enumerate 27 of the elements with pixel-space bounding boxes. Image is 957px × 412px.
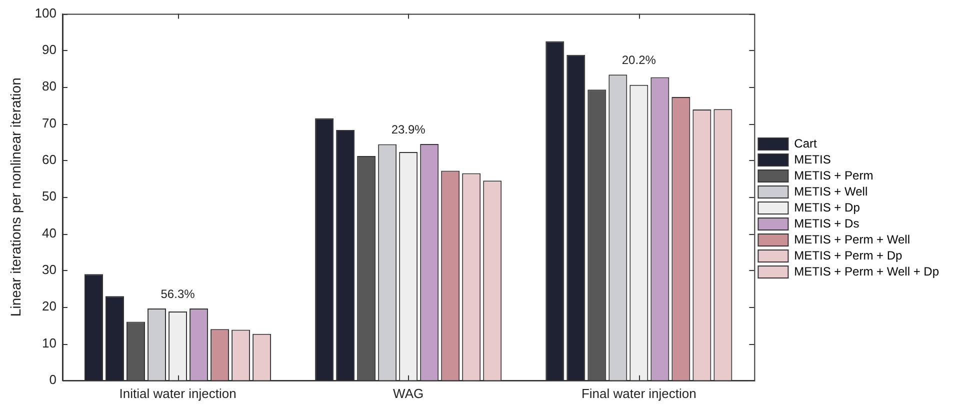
y-tick-label: 20 — [42, 298, 56, 314]
legend-label: METIS + Perm + Dp — [794, 248, 903, 262]
x-tick-label: Final water injection — [581, 386, 696, 401]
x-tick-label: WAG — [393, 386, 424, 401]
legend-label: METIS + Perm + Well + Dp — [794, 264, 940, 278]
y-tick-label: 50 — [42, 188, 56, 204]
annotation: 56.3% — [160, 286, 196, 301]
legend-label: METIS + Dp — [794, 200, 860, 214]
y-tick-label: 10 — [42, 335, 56, 350]
annotation: 20.2% — [622, 52, 656, 67]
x-tick-label: Initial water injection — [119, 386, 236, 401]
y-tick-label: 40 — [42, 225, 56, 240]
y-tick-label: 60 — [42, 152, 56, 168]
y-axis-title: Linear iterations per nonlinear iteration — [7, 78, 24, 317]
annotation: 23.9% — [391, 122, 426, 136]
legend-label: METIS + Perm + Well — [794, 232, 910, 246]
y-tick-label: 0 — [49, 372, 56, 387]
legend-label: METIS + Perm — [794, 168, 874, 182]
legend-label: Cart — [794, 136, 818, 150]
legend-label: METIS + Well — [794, 184, 868, 198]
y-tick-label: 100 — [34, 5, 56, 20]
y-tick-label: 80 — [42, 78, 56, 94]
y-tick-label: 90 — [42, 42, 56, 58]
legend-label: METIS + Ds — [794, 216, 860, 230]
y-tick-label: 30 — [42, 262, 56, 277]
legend-label: METIS — [794, 152, 831, 166]
y-tick-label: 70 — [42, 115, 56, 130]
